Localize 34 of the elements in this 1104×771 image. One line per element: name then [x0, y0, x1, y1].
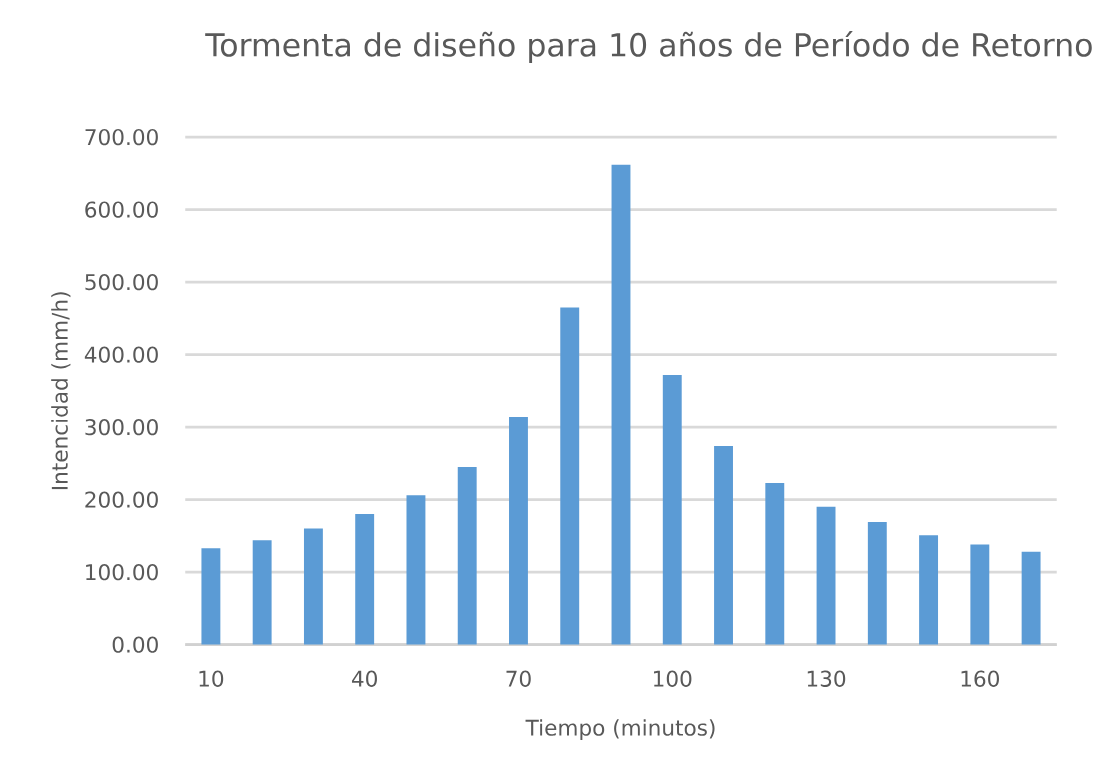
- bar: [1021, 551, 1041, 645]
- x-tick-label: 130: [807, 670, 846, 687]
- x-tick-label: 10: [199, 670, 224, 687]
- bar: [919, 535, 939, 645]
- bar: [970, 544, 990, 645]
- bar: [509, 416, 528, 645]
- bar: [201, 548, 221, 645]
- y-tick-label: 300.00: [85, 418, 158, 436]
- bar: [662, 374, 682, 645]
- x-tick-label: 160: [961, 670, 999, 687]
- x-tick-label: 40: [351, 670, 377, 687]
- y-tick-label: 500.00: [85, 273, 158, 291]
- bar: [611, 164, 631, 645]
- x-tick-label: 70: [506, 670, 531, 687]
- x-tick-label: 100: [654, 670, 692, 687]
- y-tick-label: 400.00: [84, 346, 158, 363]
- bar: [867, 521, 887, 645]
- bar: [355, 513, 375, 645]
- bar: [406, 495, 426, 645]
- y-tick-label: 600.00: [85, 201, 158, 218]
- y-tick-label: 0.00: [112, 636, 158, 653]
- y-tick-label: 700.00: [85, 128, 158, 146]
- bar: [765, 482, 785, 645]
- chart-title: Tormenta de diseño para 10 años de Período de Retorno: [205, 30, 1092, 63]
- x-axis-title: Tiempo (minutos): [525, 718, 715, 740]
- y-tick-label: 200.00: [85, 491, 158, 508]
- bar: [303, 528, 323, 645]
- bar: [252, 540, 272, 645]
- y-tick-label: 100.00: [86, 563, 158, 581]
- bar: [816, 506, 836, 645]
- y-axis-title: Intencidad (mm/h): [51, 292, 71, 489]
- bar: [457, 466, 477, 645]
- bar: [714, 445, 733, 645]
- bar: [560, 307, 580, 645]
